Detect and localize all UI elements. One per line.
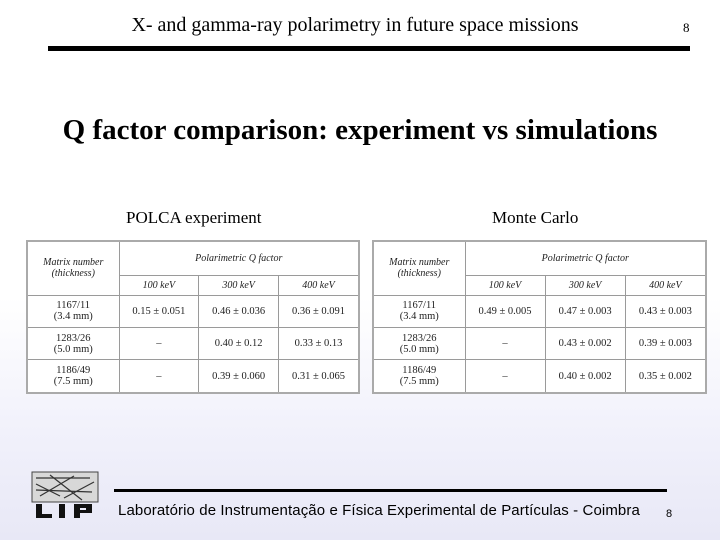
- table-row: 1283/26 (5.0 mm) – 0.40 ± 0.12 0.33 ± 0.…: [26, 326, 360, 361]
- header-page-number: 8: [683, 20, 690, 35]
- q-value: 0.40 ± 0.12: [198, 326, 280, 361]
- energy-header-300: 300 keV: [544, 274, 626, 296]
- polca-caption: POLCA experiment: [126, 208, 262, 227]
- matrix-cell: 1167/11 (3.4 mm): [26, 294, 120, 328]
- q-value: 0.43 ± 0.002: [544, 326, 626, 361]
- table-row: 1167/11 (3.4 mm) 0.49 ± 0.005 0.47 ± 0.0…: [372, 294, 707, 328]
- matrix-cell: 1167/11 (3.4 mm): [372, 294, 466, 328]
- matrix-header: Matrix number (thickness): [372, 240, 466, 296]
- q-value: 0.33 ± 0.13: [278, 326, 360, 361]
- q-value: 0.43 ± 0.003: [624, 294, 707, 328]
- q-value: 0.49 ± 0.005: [464, 294, 546, 328]
- table-row: 1186/49 (7.5 mm) – 0.39 ± 0.060 0.31 ± 0…: [26, 359, 360, 394]
- q-value: 0.35 ± 0.002: [624, 359, 707, 394]
- q-factor-header: Polarimetric Q factor: [118, 240, 360, 276]
- q-factor-header: Polarimetric Q factor: [464, 240, 707, 276]
- q-value: –: [464, 326, 546, 361]
- footer-rule: [114, 489, 667, 492]
- monte-carlo-caption: Monte Carlo: [492, 208, 579, 227]
- q-value: 0.46 ± 0.036: [198, 294, 280, 328]
- energy-header-400: 400 keV: [278, 274, 360, 296]
- matrix-cell: 1186/49 (7.5 mm): [372, 359, 466, 394]
- energy-header-100: 100 keV: [464, 274, 546, 296]
- matrix-cell: 1283/26 (5.0 mm): [26, 326, 120, 361]
- header-title: X- and gamma-ray polarimetry in future s…: [131, 14, 579, 36]
- table-row: 1167/11 (3.4 mm) 0.15 ± 0.051 0.46 ± 0.0…: [26, 294, 360, 328]
- q-value: 0.39 ± 0.003: [624, 326, 707, 361]
- energy-header-100: 100 keV: [118, 274, 200, 296]
- monte-carlo-table: Matrix number (thickness) Polarimetric Q…: [372, 240, 707, 394]
- table-row: 1283/26 (5.0 mm) – 0.43 ± 0.002 0.39 ± 0…: [372, 326, 707, 361]
- matrix-cell: 1186/49 (7.5 mm): [26, 359, 120, 394]
- q-value: –: [464, 359, 546, 394]
- q-value: 0.31 ± 0.065: [278, 359, 360, 394]
- energy-header-400: 400 keV: [624, 274, 707, 296]
- footer-lab-name: Laboratório de Instrumentação e Física E…: [118, 502, 640, 519]
- matrix-cell: 1283/26 (5.0 mm): [372, 326, 466, 361]
- matrix-header: Matrix number (thickness): [26, 240, 120, 296]
- q-value: 0.36 ± 0.091: [278, 294, 360, 328]
- header-rule: [48, 46, 690, 51]
- page-title: Q factor comparison: experiment vs simul…: [62, 114, 658, 146]
- q-value: 0.40 ± 0.002: [544, 359, 626, 394]
- lip-logo: [31, 471, 99, 518]
- q-value: 0.15 ± 0.051: [118, 294, 200, 328]
- energy-header-300: 300 keV: [198, 274, 280, 296]
- q-value: –: [118, 359, 200, 394]
- table-row: 1186/49 (7.5 mm) – 0.40 ± 0.002 0.35 ± 0…: [372, 359, 707, 394]
- footer-page-number: 8: [666, 508, 673, 520]
- q-value: –: [118, 326, 200, 361]
- q-value: 0.39 ± 0.060: [198, 359, 280, 394]
- q-value: 0.47 ± 0.003: [544, 294, 626, 328]
- polca-table: Matrix number (thickness) Polarimetric Q…: [26, 240, 360, 394]
